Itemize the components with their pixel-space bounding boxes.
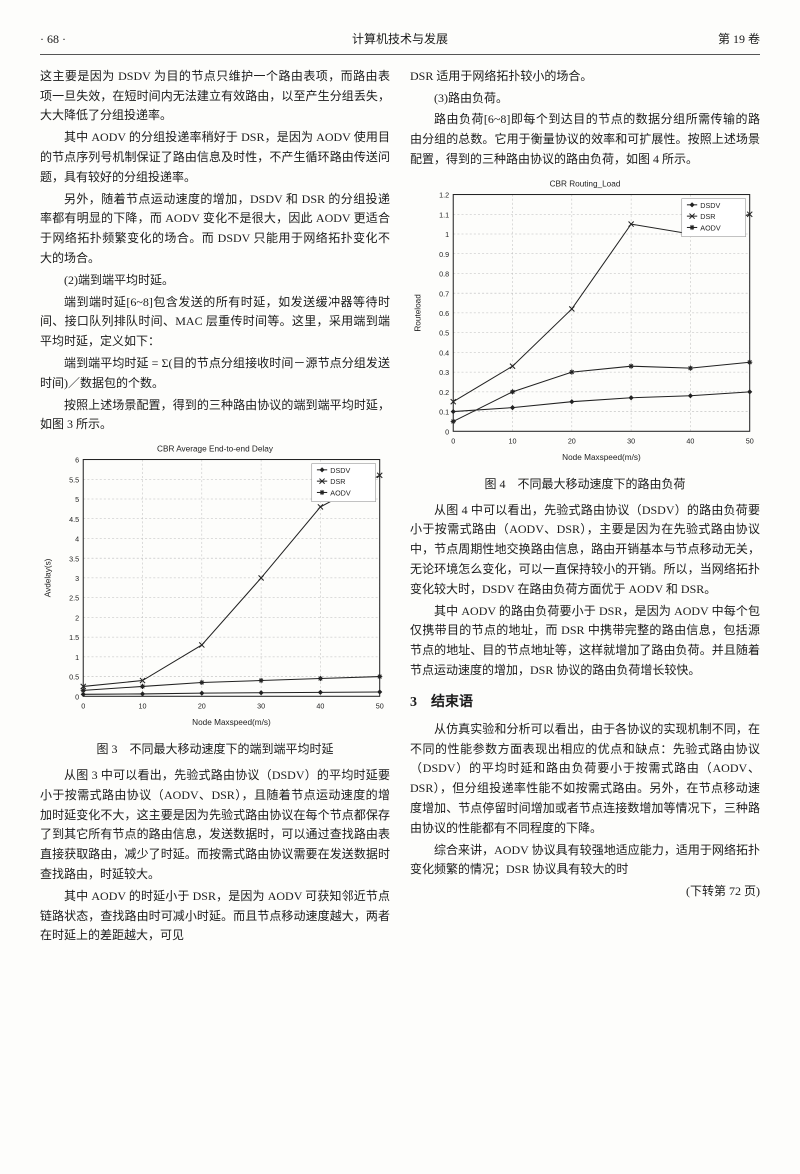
svg-text:10: 10 [139, 702, 147, 711]
para: 其中 AODV 的时延小于 DSR，是因为 AODV 可获知邻近节点链路状态，查… [40, 887, 390, 946]
svg-text:AODV: AODV [700, 223, 721, 232]
svg-text:Node Maxspeed(m/s): Node Maxspeed(m/s) [562, 453, 641, 462]
svg-text:Avdelay(s): Avdelay(s) [43, 558, 52, 597]
page-number: · 68 · [40, 30, 120, 50]
svg-text:0: 0 [451, 436, 455, 445]
chart-load: CBR Routing_Load 0 0.1 0.2 0.3 0.4 0.5 0.6 0.7 0.… [410, 176, 760, 464]
svg-text:30: 30 [627, 436, 635, 445]
svg-text:4.5: 4.5 [69, 515, 79, 524]
svg-text:30: 30 [257, 702, 265, 711]
svg-text:50: 50 [376, 702, 384, 711]
continuation-note: (下转第 72 页) [410, 882, 760, 902]
svg-text:DSR: DSR [700, 212, 715, 221]
svg-text:0.3: 0.3 [439, 368, 449, 377]
svg-text:6: 6 [75, 456, 79, 465]
svg-text:40: 40 [686, 436, 694, 445]
svg-text:3.5: 3.5 [69, 554, 79, 563]
journal-title: 计算机技术与发展 [120, 30, 680, 50]
svg-text:0.5: 0.5 [69, 673, 79, 682]
para: 端到端平均时延 = Σ(目的节点分组接收时间－源节点分组发送时间)／数据包的个数… [40, 354, 390, 394]
svg-text:Node Maxspeed(m/s): Node Maxspeed(m/s) [192, 718, 271, 727]
para: 这主要是因为 DSDV 为目的节点只维护一个路由表项，而路由表项一旦失效，在短时… [40, 67, 390, 126]
para: 从图 4 中可以看出，先验式路由协议（DSDV）的路由负荷要小于按需式路由（AO… [410, 501, 760, 600]
subsection-label: (3)路由负荷。 [410, 89, 760, 109]
section-3-title: 3 结束语 [410, 691, 760, 714]
svg-text:3: 3 [75, 574, 79, 583]
svg-text:20: 20 [568, 436, 576, 445]
right-column: DSR 适用于网络拓扑较小的场合。 (3)路由负荷。 路由负荷[6~8]即每个到… [410, 67, 760, 948]
para: 按照上述场景配置，得到的三种路由协议的端到端平均时延，如图 3 所示。 [40, 396, 390, 436]
svg-text:2: 2 [75, 614, 79, 623]
svg-text:Routeload: Routeload [413, 294, 422, 332]
svg-text:CBR Routing_Load: CBR Routing_Load [550, 179, 621, 188]
para: 其中 AODV 的路由负荷要小于 DSR，是因为 AODV 中每个包仅携带目的节… [410, 602, 760, 681]
figure-4: CBR Routing_Load 0 0.1 0.2 0.3 0.4 0.5 0.6 0.7 0.… [410, 176, 760, 471]
page: · 68 · 计算机技术与发展 第 19 卷 这主要是因为 DSDV 为目的节点… [0, 0, 800, 1174]
figure-3-caption: 图 3 不同最大移动速度下的端到端平均时延 [40, 740, 390, 760]
svg-text:DSDV: DSDV [700, 201, 720, 210]
svg-text:5.5: 5.5 [69, 475, 79, 484]
para: 另外，随着节点运动速度的增加，DSDV 和 DSR 的分组投递率都有明显的下降，… [40, 190, 390, 269]
svg-text:20: 20 [198, 702, 206, 711]
svg-text:0.7: 0.7 [439, 289, 449, 298]
svg-text:40: 40 [316, 702, 324, 711]
para: 端到端时延[6~8]包含发送的所有时延，如发送缓冲器等待时间、接口队列排队时间、… [40, 293, 390, 352]
para: 从图 3 中可以看出，先验式路由协议（DSDV）的平均时延要小于按需式路由协议（… [40, 766, 390, 885]
figure-4-caption: 图 4 不同最大移动速度下的路由负荷 [410, 475, 760, 495]
svg-text:2.5: 2.5 [69, 594, 79, 603]
chart-delay: CBR Average End-to-end Delay 0 0.5 1 1.5 2 2.5… [40, 441, 390, 729]
content-columns: 这主要是因为 DSDV 为目的节点只维护一个路由表项，而路由表项一旦失效，在短时… [40, 67, 760, 948]
para: 从仿真实验和分析可以看出，由于各协议的实现机制不同，在不同的性能参数方面表现出相… [410, 720, 760, 839]
para: 路由负荷[6~8]即每个到达目的节点的数据分组所需传输的路由分组的总数。它用于衡… [410, 110, 760, 169]
svg-text:1: 1 [445, 230, 449, 239]
svg-text:1.1: 1.1 [439, 210, 449, 219]
svg-text:5: 5 [75, 495, 79, 504]
left-column: 这主要是因为 DSDV 为目的节点只维护一个路由表项，而路由表项一旦失效，在短时… [40, 67, 390, 948]
para: 其中 AODV 的分组投递率稍好于 DSR，是因为 AODV 使用目的节点序列号… [40, 128, 390, 187]
svg-text:DSDV: DSDV [330, 466, 350, 475]
para: DSR 适用于网络拓扑较小的场合。 [410, 67, 760, 87]
svg-text:4: 4 [75, 535, 79, 544]
svg-text:0.1: 0.1 [439, 407, 449, 416]
svg-text:1.5: 1.5 [69, 633, 79, 642]
svg-text:AODV: AODV [330, 489, 351, 498]
svg-text:0: 0 [81, 702, 85, 711]
svg-text:0.6: 0.6 [439, 309, 449, 318]
svg-text:50: 50 [746, 436, 754, 445]
svg-text:1.2: 1.2 [439, 190, 449, 199]
para: 综合来讲，AODV 协议具有较强地适应能力，适用于网络拓扑变化频繁的情况；DSR… [410, 841, 760, 881]
svg-text:1: 1 [75, 653, 79, 662]
svg-text:0.8: 0.8 [439, 269, 449, 278]
volume: 第 19 卷 [680, 30, 760, 50]
svg-text:CBR Average End-to-end Delay: CBR Average End-to-end Delay [157, 444, 274, 453]
page-header: · 68 · 计算机技术与发展 第 19 卷 [40, 30, 760, 55]
svg-text:0.9: 0.9 [439, 250, 449, 259]
svg-text:0.5: 0.5 [439, 329, 449, 338]
svg-text:0.2: 0.2 [439, 388, 449, 397]
subsection-label: (2)端到端平均时延。 [40, 271, 390, 291]
svg-text:0.4: 0.4 [439, 348, 449, 357]
svg-text:0: 0 [445, 427, 449, 436]
figure-3: CBR Average End-to-end Delay 0 0.5 1 1.5 2 2.5… [40, 441, 390, 736]
svg-text:10: 10 [509, 436, 517, 445]
svg-text:DSR: DSR [330, 477, 345, 486]
svg-text:0: 0 [75, 693, 79, 702]
